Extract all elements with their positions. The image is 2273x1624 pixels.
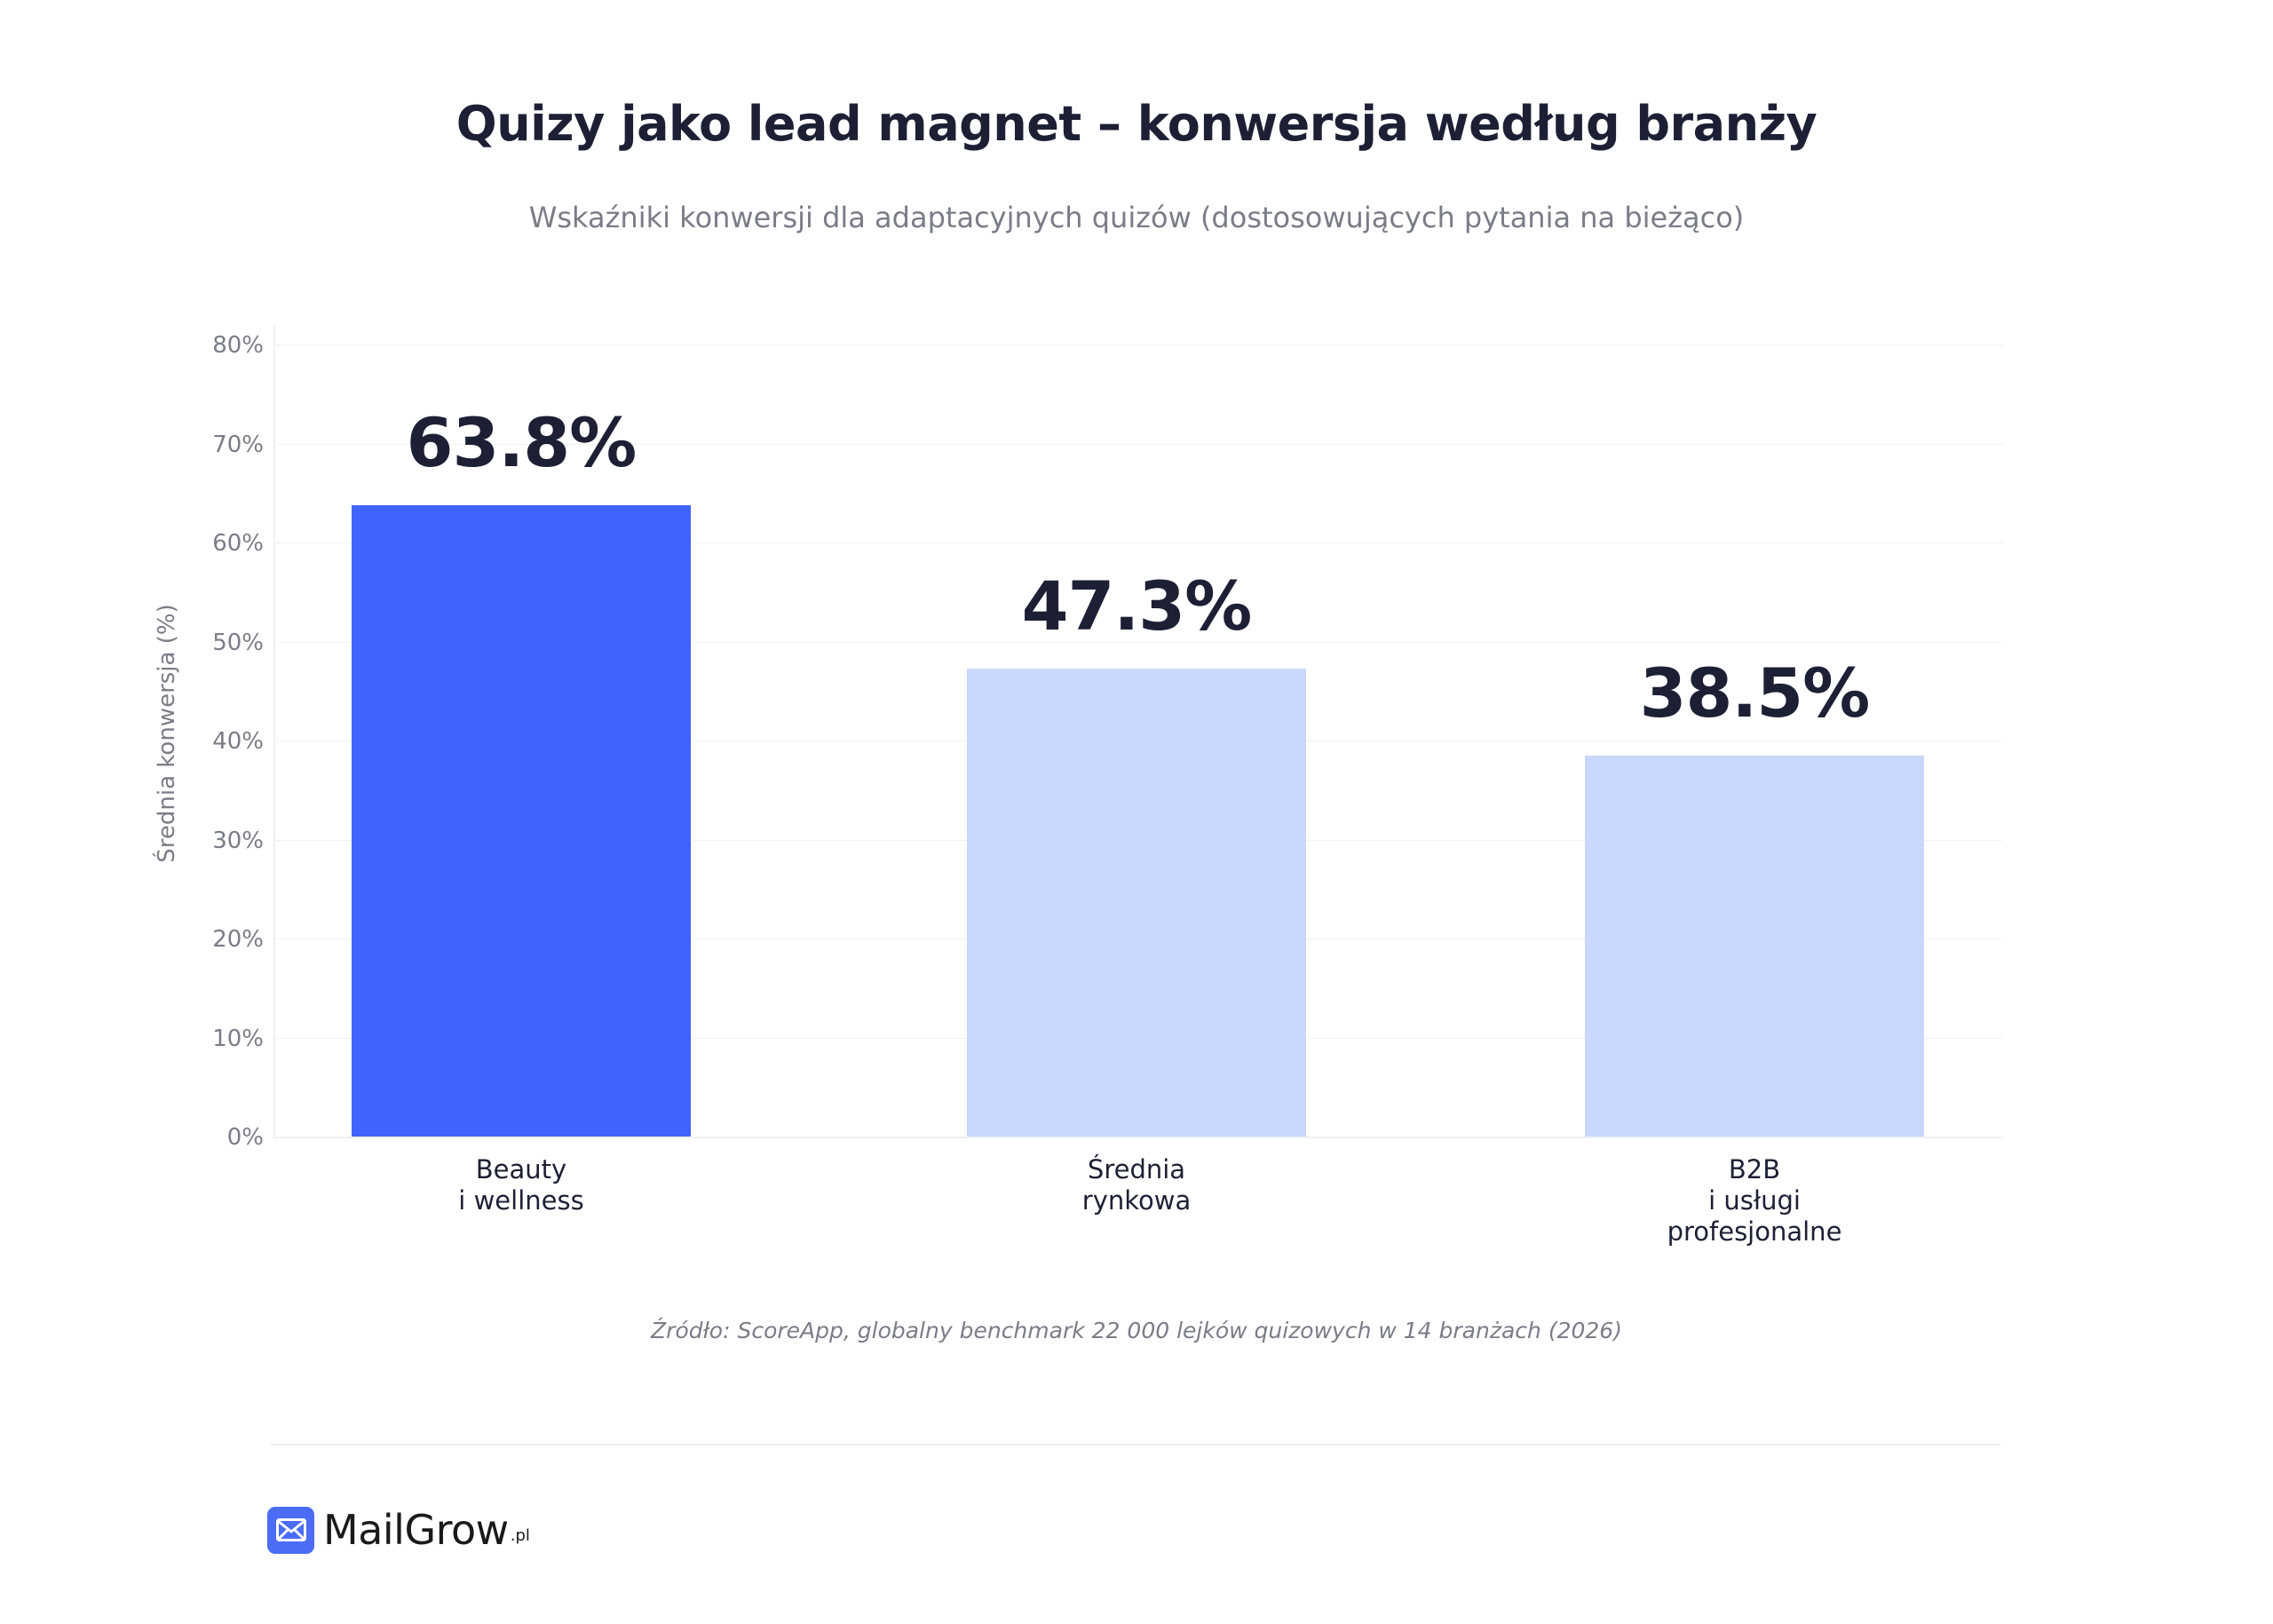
envelope-icon — [267, 1506, 314, 1554]
y-tick-label: 30% — [212, 827, 264, 854]
y-tick-label: 20% — [212, 926, 264, 953]
bar-value-label: 38.5% — [1639, 653, 1871, 733]
brand-name: MailGrow — [323, 1506, 509, 1554]
footer-divider — [271, 1444, 2000, 1446]
x-axis-line — [273, 1137, 2003, 1138]
x-category-label: Beauty i wellness — [458, 1154, 584, 1216]
gridline — [275, 443, 2003, 445]
y-tick-label: 10% — [212, 1025, 264, 1052]
bar — [967, 668, 1306, 1137]
y-tick-label: 0% — [226, 1124, 264, 1151]
bar-value-label: 47.3% — [1021, 566, 1253, 646]
y-tick-label: 60% — [212, 530, 264, 557]
source-note: Źródło: ScoreApp, globalny benchmark 22 … — [651, 1318, 1622, 1343]
y-tick-label: 70% — [212, 431, 264, 458]
x-category-label: B2B i usługi profesjonalne — [1667, 1154, 1842, 1247]
bar — [352, 504, 691, 1137]
bar-value-label: 63.8% — [406, 402, 638, 482]
y-axis-line — [273, 325, 275, 1138]
y-tick-label: 40% — [212, 728, 264, 755]
y-tick-label: 80% — [212, 332, 264, 359]
bar — [1585, 755, 1924, 1137]
brand-tld: .pl — [510, 1526, 530, 1545]
y-tick-label: 50% — [212, 629, 264, 656]
chart-subtitle: Wskaźniki konwersji dla adaptacyjnych qu… — [528, 201, 1745, 234]
y-axis-title: Średnia konwersja (%) — [154, 604, 180, 863]
brand-logo: MailGrow .pl — [267, 1506, 530, 1554]
chart-title: Quizy jako lead magnet – konwersja wedłu… — [455, 96, 1818, 152]
x-category-label: Średnia rynkowa — [1081, 1154, 1192, 1216]
gridline — [275, 641, 2003, 643]
